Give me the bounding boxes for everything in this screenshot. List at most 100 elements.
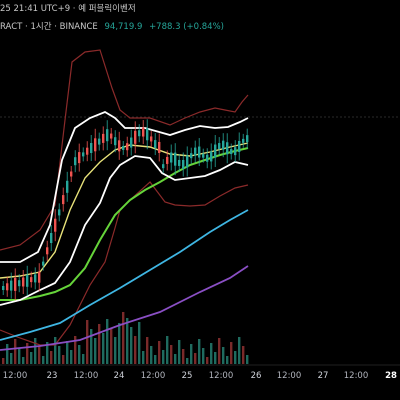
candle-body: [158, 141, 161, 153]
volume-bar: [10, 353, 13, 364]
volume-bar: [94, 338, 97, 364]
x-tick-label: 12:00: [73, 371, 99, 381]
candle-body: [162, 164, 165, 169]
x-tick-label: 24: [113, 371, 125, 381]
candlesticks: [2, 119, 249, 301]
candle-body: [230, 149, 233, 155]
volume-bar: [90, 329, 93, 364]
candle-body: [130, 137, 133, 148]
x-tick-label: 23: [46, 371, 58, 381]
candle-body: [18, 280, 21, 287]
volume-bar: [130, 327, 133, 364]
candle-body: [166, 156, 169, 164]
volume-bar: [46, 342, 49, 364]
candle-body: [46, 247, 49, 255]
candle-body: [218, 143, 221, 150]
volume-bar: [22, 357, 25, 364]
candle-body: [138, 130, 141, 137]
volume-bar: [154, 355, 157, 364]
volume-bar: [166, 336, 169, 364]
candle-body: [54, 218, 57, 232]
chart-symbol-line: RACT · 1시간 · BINANCE 94,719.9 +788.3 (+0…: [0, 20, 224, 32]
candle-body: [78, 152, 81, 164]
candle-body: [10, 280, 13, 291]
volume-bar: [82, 354, 85, 364]
volume-bar: [114, 337, 117, 364]
candle-body: [126, 143, 129, 151]
volume-bars: [2, 312, 249, 364]
volume-bar: [106, 319, 109, 364]
x-tick-label: 25: [181, 371, 193, 381]
volume-bar: [206, 357, 209, 364]
candle-body: [150, 136, 153, 142]
ma-cyan-line: [0, 209, 249, 341]
candle-body: [86, 147, 89, 155]
candle-body: [206, 154, 209, 162]
volume-bar: [170, 345, 173, 364]
candle-body: [214, 144, 217, 158]
inner-band-upper: [0, 110, 249, 263]
candle-body: [42, 261, 45, 266]
candle-body: [202, 153, 205, 158]
volume-bar: [158, 341, 161, 364]
candle-body: [2, 286, 5, 290]
volume-bar: [222, 347, 225, 364]
candle-body: [66, 180, 69, 193]
volume-bar: [234, 351, 237, 364]
candle-body: [26, 274, 29, 287]
volume-bar: [54, 337, 57, 364]
candle-body: [186, 155, 189, 168]
x-tick-label: 12:00: [208, 371, 234, 381]
volume-bar: [182, 349, 185, 364]
candle-body: [134, 130, 137, 144]
volume-bar: [26, 343, 29, 364]
volume-bar: [178, 340, 181, 364]
chart-timestamp-line: 25 21:41 UTC+9 · 예 퍼블릭이벤저: [0, 4, 136, 14]
candle-body: [178, 159, 181, 166]
volume-bar: [194, 353, 197, 364]
x-tick-label: 12:00: [140, 371, 166, 381]
candle-body: [50, 233, 53, 243]
volume-bar: [58, 346, 61, 364]
candle-body: [110, 133, 113, 139]
candle-body: [210, 151, 213, 162]
candle-body: [74, 157, 77, 166]
ma-purple-line: [0, 265, 249, 351]
x-tick-label: 28: [385, 371, 397, 381]
volume-bar: [238, 337, 241, 364]
candle-body: [190, 153, 193, 159]
volume-bar: [86, 320, 89, 364]
volume-bar: [118, 323, 121, 364]
candle-body: [234, 147, 237, 156]
volume-bar: [230, 342, 233, 364]
last-price: 94,719.9: [104, 22, 143, 32]
candle-body: [238, 140, 241, 152]
volume-bar: [2, 358, 5, 364]
volume-bar: [14, 339, 17, 364]
candle-body: [198, 146, 201, 158]
volume-bar: [214, 352, 217, 364]
volume-bar: [150, 346, 153, 364]
symbol-label: RACT · 1시간 · BINANCE: [0, 22, 98, 32]
candle-body: [62, 195, 65, 205]
candle-body: [6, 283, 9, 291]
volume-bar: [50, 351, 53, 364]
volume-bar: [126, 318, 129, 364]
candle-body: [22, 277, 25, 287]
volume-bar: [78, 345, 81, 364]
candle-body: [142, 127, 145, 137]
candle-body: [242, 138, 245, 143]
candle-body: [170, 152, 173, 163]
price-change: +788.3 (+0.84%): [149, 22, 224, 32]
candle-body: [146, 128, 149, 141]
candle-body: [70, 171, 73, 177]
candle-body: [106, 129, 109, 142]
volume-bar: [134, 336, 137, 364]
volume-bar: [210, 343, 213, 364]
volume-bar: [70, 350, 73, 364]
candle-body: [98, 138, 101, 145]
volume-bar: [142, 351, 145, 364]
x-tick-label: 12:00: [2, 371, 28, 381]
candle-body: [14, 277, 17, 291]
